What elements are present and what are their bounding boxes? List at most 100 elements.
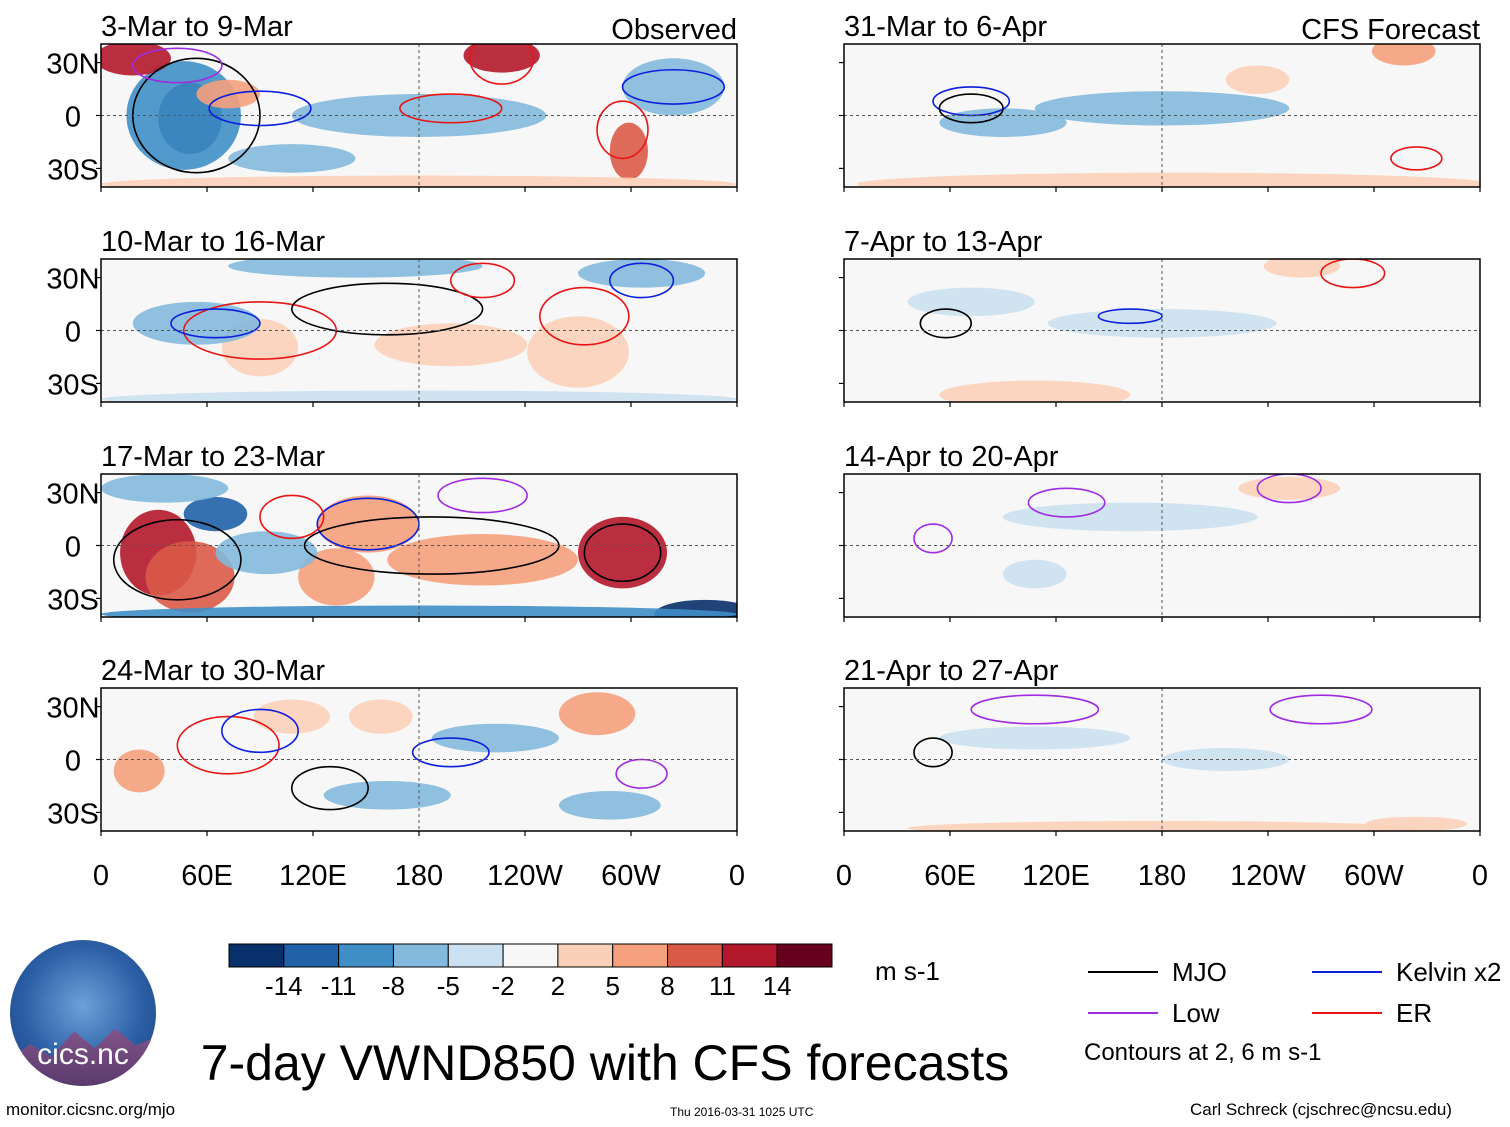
- colorbar-swatch: [447, 943, 504, 968]
- anomaly-patch: [463, 44, 540, 73]
- contour-er: [596, 100, 649, 160]
- anomaly-patch: [101, 44, 171, 76]
- map-panel: 31-Mar to 6-Apr CFS Forecast: [843, 11, 1481, 188]
- contour-note: Contours at 2, 6 m s-1: [1084, 1039, 1321, 1066]
- cicsnc-logo: cics.nc: [10, 940, 156, 1086]
- anomaly-patch: [578, 516, 668, 589]
- anomaly-patch: [907, 287, 1035, 317]
- contour-er: [450, 262, 516, 299]
- contour-kelvin-x2: [1097, 308, 1163, 325]
- anomaly-patch: [1002, 502, 1258, 532]
- x-tick-label: 60E: [181, 860, 233, 892]
- colorbar-swatch: [502, 943, 559, 968]
- colorbar-units: m s-1: [875, 956, 940, 986]
- anomaly-patch: [298, 548, 375, 606]
- contour-low: [1269, 694, 1373, 725]
- anomaly-patch: [971, 606, 1353, 617]
- anomaly-patch: [1238, 476, 1341, 500]
- panel-label: 14-Apr to 20-Apr: [844, 441, 1059, 473]
- contour-er: [469, 44, 535, 85]
- panel-label: 17-Mar to 23-Mar: [101, 441, 325, 473]
- contour-kelvin-x2: [411, 737, 490, 768]
- anomaly-patch: [374, 323, 528, 367]
- colorbar-tick-label: 11: [709, 971, 736, 1001]
- anomaly-patch: [558, 692, 636, 736]
- anomaly-patch: [939, 726, 1131, 750]
- y-tick-label: 0: [65, 102, 81, 134]
- colorbar-tick-label: -5: [437, 971, 460, 1001]
- contour-low: [1256, 474, 1322, 504]
- contour-er: [259, 494, 325, 540]
- anomaly-patch: [113, 749, 165, 793]
- colorbar-swatch: [721, 943, 778, 968]
- contour-low: [132, 47, 223, 84]
- anomaly-patch: [349, 699, 413, 734]
- anomaly-patch: [1003, 559, 1067, 589]
- contour-low: [913, 523, 953, 554]
- legend-label: Low: [1172, 998, 1220, 1028]
- x-tick-label: 60E: [924, 860, 976, 892]
- map-field: [101, 259, 737, 402]
- x-tick-label: 120W: [487, 860, 563, 892]
- colorbar-swatch: [392, 943, 449, 968]
- x-tick-label: 0: [93, 860, 109, 892]
- y-tick-label: 0: [65, 532, 81, 564]
- map-field: [101, 474, 737, 617]
- colorbar-tick-label: -2: [492, 971, 515, 1001]
- anomaly-patch: [1371, 44, 1436, 66]
- contour-kelvin-x2: [221, 708, 299, 754]
- map-panel: 24-Mar to 30-Mar: [100, 655, 738, 832]
- anomaly-patch: [101, 175, 737, 187]
- footer-url: monitor.cicsnc.org/mjo: [6, 1100, 176, 1119]
- map-panel: 7-Apr to 13-Apr: [843, 226, 1481, 403]
- y-tick-label: 30S: [47, 584, 99, 616]
- colorbar-tick-label: 8: [660, 971, 674, 1001]
- map-field: [913, 474, 1353, 617]
- map-field: [113, 692, 668, 820]
- anomaly-patch: [253, 699, 330, 734]
- anomaly-patch: [939, 108, 1067, 137]
- contour-er: [539, 286, 630, 346]
- map-panel: 10-Mar to 16-Mar: [100, 226, 738, 403]
- contour-mjo: [938, 93, 1004, 124]
- map-panel: 3-Mar to 9-Mar Observed: [100, 11, 738, 188]
- anomaly-patch: [387, 534, 578, 586]
- contour-mjo: [583, 523, 662, 583]
- anomaly-patch: [228, 259, 483, 278]
- colorbar-swatch: [612, 943, 669, 968]
- panel-label: 24-Mar to 30-Mar: [101, 655, 325, 687]
- anomaly-patch: [183, 496, 248, 532]
- colorbar-swatch: [338, 943, 394, 968]
- legend-label: Kelvin x2: [1396, 957, 1502, 987]
- anomaly-patch: [228, 144, 356, 173]
- colorbar-tick-label: -11: [321, 971, 357, 1001]
- anomaly-patch: [558, 790, 661, 820]
- anomaly-patch: [317, 495, 419, 553]
- map-field: [101, 44, 737, 187]
- y-tick-label: 30S: [47, 154, 99, 186]
- colorbar-tick-label: -14: [265, 971, 303, 1001]
- contour-mjo: [112, 518, 242, 601]
- chart-title: 7-day VWND850 with CFS forecasts: [201, 1035, 1010, 1091]
- anomaly-patch: [856, 172, 1480, 187]
- column-header: Observed: [611, 14, 737, 46]
- contour-kelvin-x2: [170, 308, 261, 339]
- colorbar-tick-label: 14: [763, 971, 792, 1001]
- panels-layer: 3-Mar to 9-Mar Observed 10-Mar to 16-Mar 17…: [100, 11, 1481, 832]
- contour-er: [176, 715, 280, 775]
- contour-low: [437, 477, 528, 514]
- contour-er: [399, 93, 503, 124]
- x-tick-label: 0: [836, 860, 852, 892]
- contour-mjo: [291, 282, 484, 336]
- contour-er: [1390, 146, 1443, 171]
- panel-label: 7-Apr to 13-Apr: [844, 226, 1043, 258]
- y-tick-label: 0: [65, 746, 81, 778]
- contour-kelvin-x2: [208, 90, 312, 127]
- logo-text: cics.nc: [37, 1038, 129, 1071]
- y-tick-label: 30S: [47, 369, 99, 401]
- anomaly-patch: [609, 122, 648, 180]
- colorbar: -14 -11 -8 -5 -2 2 5 8 11 14: [228, 943, 833, 1001]
- anomaly-patch: [323, 780, 451, 810]
- y-tick-label: 30N: [46, 693, 99, 725]
